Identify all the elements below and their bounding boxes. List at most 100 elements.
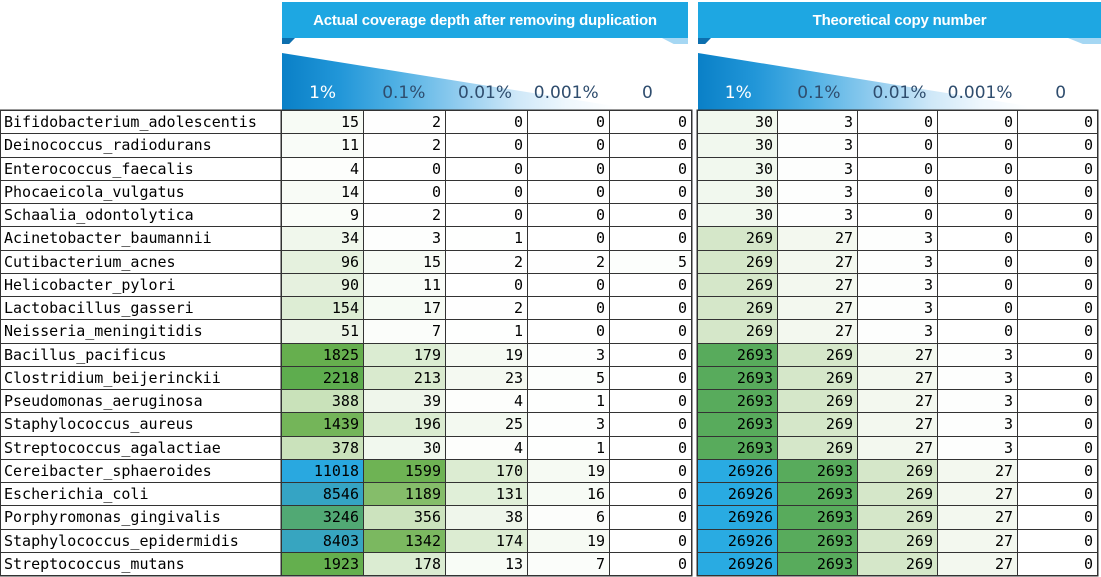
- value-cell: 269: [698, 227, 777, 250]
- species-name-cell: Cutibacterium_acnes: [1, 250, 281, 273]
- value-cell: 9: [282, 204, 363, 227]
- value-cell: 1: [528, 390, 609, 413]
- value-cell: 3: [528, 413, 609, 436]
- species-name-cell: Pseudomonas_aeruginosa: [1, 390, 281, 413]
- value-cell: 3: [778, 134, 857, 157]
- value-cell: 0: [1018, 459, 1097, 482]
- value-cell: 4: [282, 157, 363, 180]
- value-cell: 3: [778, 157, 857, 180]
- dilution-label: 0.01%: [872, 82, 927, 103]
- value-cell: 0: [1018, 506, 1097, 529]
- value-cell: 3: [858, 227, 937, 250]
- value-cell: 38: [446, 506, 527, 529]
- species-name-cell: Deinococcus_radiodurans: [1, 134, 281, 157]
- value-cell: 96: [282, 250, 363, 273]
- value-cell: 30: [698, 204, 777, 227]
- value-cell: 269: [858, 483, 937, 506]
- value-cell: 11: [282, 134, 363, 157]
- value-cell: 0: [1018, 436, 1097, 459]
- species-name-cell: Schaalia_odontolytica: [1, 204, 281, 227]
- value-cell: 27: [858, 390, 937, 413]
- value-cell: 0: [610, 157, 691, 180]
- value-cell: 269: [778, 413, 857, 436]
- value-cell: 27: [938, 459, 1017, 482]
- value-cell: 39: [364, 390, 445, 413]
- value-cell: 3: [778, 204, 857, 227]
- value-cell: 0: [1018, 483, 1097, 506]
- value-cell: 2693: [778, 506, 857, 529]
- value-cell: 3: [858, 297, 937, 320]
- value-cell: 2: [364, 134, 445, 157]
- value-cell: 27: [778, 320, 857, 343]
- ribbon-fold-icon: [662, 38, 688, 44]
- value-cell: 15: [282, 111, 363, 134]
- value-cell: 0: [364, 157, 445, 180]
- value-cell: 15: [364, 250, 445, 273]
- value-cell: 2693: [698, 366, 777, 389]
- value-cell: 0: [1018, 297, 1097, 320]
- value-cell: 0: [858, 157, 937, 180]
- value-cell: 0: [1018, 157, 1097, 180]
- value-cell: 8403: [282, 529, 363, 552]
- value-cell: 170: [446, 459, 527, 482]
- species-name-cell: Escherichia_coli: [1, 483, 281, 506]
- value-cell: 27: [778, 250, 857, 273]
- value-cell: 13: [446, 552, 527, 575]
- species-name-cell: Streptococcus_agalactiae: [1, 436, 281, 459]
- value-cell: 269: [778, 366, 857, 389]
- value-cell: 0: [446, 111, 527, 134]
- value-cell: 0: [610, 459, 691, 482]
- section-header-theoretical-copy: Theoretical copy number: [698, 2, 1101, 38]
- value-cell: 0: [528, 204, 609, 227]
- value-cell: 34: [282, 227, 363, 250]
- species-name-cell: Acinetobacter_baumannii: [1, 227, 281, 250]
- value-cell: 0: [528, 111, 609, 134]
- value-cell: 2693: [778, 459, 857, 482]
- value-cell: 2693: [778, 483, 857, 506]
- value-cell: 0: [528, 227, 609, 250]
- actual-coverage-values-grid: 15 2 0 0 0 11 2 0 0 0 4 0 0 0 0 14 0 0 0 0 9 2 0 0 0 34 3 1 0 0 96 15 2 2…: [281, 110, 692, 576]
- value-cell: 6: [528, 506, 609, 529]
- value-cell: 27: [778, 227, 857, 250]
- value-cell: 3: [858, 250, 937, 273]
- value-cell: 0: [446, 157, 527, 180]
- dilution-label: 0.1%: [382, 82, 426, 103]
- value-cell: 2693: [698, 390, 777, 413]
- value-cell: 269: [698, 297, 777, 320]
- value-cell: 25: [446, 413, 527, 436]
- value-cell: 30: [698, 180, 777, 203]
- value-cell: 269: [698, 320, 777, 343]
- value-cell: 388: [282, 390, 363, 413]
- dilution-label: 0: [1055, 82, 1067, 103]
- section-title: Theoretical copy number: [812, 11, 987, 29]
- value-cell: 11: [364, 273, 445, 296]
- value-cell: 26926: [698, 459, 777, 482]
- species-name-cell: Phocaeicola_vulgatus: [1, 180, 281, 203]
- value-cell: 7: [364, 320, 445, 343]
- value-cell: 7: [528, 552, 609, 575]
- value-cell: 0: [1018, 390, 1097, 413]
- value-cell: 0: [610, 111, 691, 134]
- dilution-label: 0.001%: [533, 82, 599, 103]
- value-cell: 0: [364, 180, 445, 203]
- value-cell: 5: [610, 250, 691, 273]
- value-cell: 0: [610, 297, 691, 320]
- value-cell: 27: [778, 297, 857, 320]
- dilution-gradient-header-left: 1% 0.1% 0.01% 0.001% 0: [282, 53, 688, 110]
- value-cell: 27: [938, 529, 1017, 552]
- value-cell: 0: [938, 273, 1017, 296]
- value-cell: 0: [610, 506, 691, 529]
- value-cell: 0: [938, 320, 1017, 343]
- value-cell: 269: [698, 273, 777, 296]
- dilution-label: 0.01%: [457, 82, 512, 103]
- value-cell: 3: [528, 343, 609, 366]
- value-cell: 0: [610, 483, 691, 506]
- value-cell: 3: [938, 413, 1017, 436]
- species-name-cell: Porphyromonas_gingivalis: [1, 506, 281, 529]
- value-cell: 26926: [698, 552, 777, 575]
- value-cell: 0: [1018, 250, 1097, 273]
- value-cell: 5: [528, 366, 609, 389]
- value-cell: 0: [1018, 227, 1097, 250]
- value-cell: 269: [778, 390, 857, 413]
